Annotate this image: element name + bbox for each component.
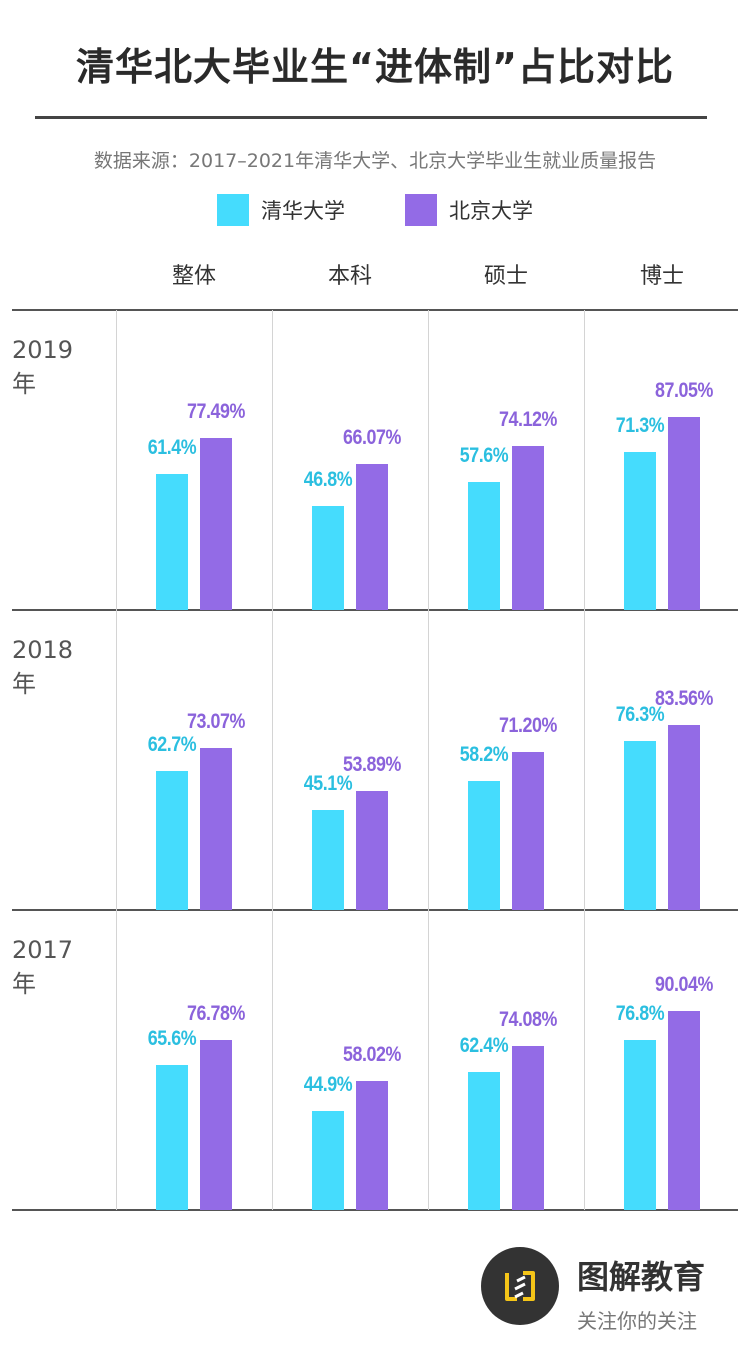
panel-baseline [12,1209,738,1211]
data-label: 74.08% [498,1007,557,1031]
bar-pku [668,724,700,910]
data-label: 74.12% [498,407,557,431]
bar-tsinghua [624,1039,656,1210]
bar-pku [668,1010,700,1210]
column-divider [428,910,429,1210]
bar-pku [200,748,232,910]
column-divider [428,610,429,910]
data-label: 76.78% [186,1001,245,1025]
data-label: 45.1% [303,772,353,796]
column-divider [584,610,585,910]
data-label: 46.8% [303,468,353,492]
bar-pku [356,1081,388,1210]
data-label: 76.3% [615,702,665,726]
legend-item-tsinghua: 清华大学 [217,194,345,226]
title-divider [35,116,707,119]
column-divider [272,610,273,910]
bar-pku [356,790,388,910]
column-divider [116,910,117,1210]
logo-icon [505,1271,535,1301]
brand-name: 图解教育 [577,1258,706,1296]
data-label: 61.4% [147,435,197,459]
column-divider [116,310,117,610]
column-header: 本科 [327,264,372,289]
column-header: 博士 [639,264,684,289]
data-label: 71.3% [615,414,665,438]
data-label: 53.89% [342,752,401,776]
panel-baseline [12,909,738,911]
bar-pku [668,417,700,610]
data-label: 57.6% [459,444,509,468]
bar-tsinghua [624,740,656,910]
column-divider [584,910,585,1210]
column-divider [584,310,585,610]
data-label: 87.05% [654,379,713,403]
panel-year-label: 2017年 [12,936,74,998]
data-label: 90.04% [654,972,713,996]
bar-tsinghua [156,473,188,610]
bar-tsinghua [468,482,500,610]
bar-pku [512,445,544,610]
bar-tsinghua [468,781,500,910]
column-header: 整体 [171,264,216,289]
panel-year-label: 2018年 [12,636,74,698]
data-label: 58.02% [342,1043,401,1067]
column-divider [272,310,273,610]
data-label: 83.56% [654,686,713,710]
bar-tsinghua [468,1071,500,1210]
legend-label: 清华大学 [261,199,345,223]
panel-year-label: 2019年 [12,336,74,398]
column-header: 硕士 [483,264,528,289]
bar-pku [200,438,232,610]
column-divider [428,310,429,610]
column-divider [116,610,117,910]
brand-slogan: 关注你的关注 [577,1309,697,1333]
data-label: 65.6% [147,1026,197,1050]
data-label: 73.07% [186,710,245,734]
legend-swatch-pku [405,194,437,226]
column-divider [272,910,273,1210]
bar-pku [200,1039,232,1210]
brand-logo [481,1247,559,1325]
data-label: 66.07% [342,425,401,449]
bar-tsinghua [156,771,188,910]
data-label: 62.4% [459,1033,509,1057]
data-label: 44.9% [303,1072,353,1096]
data-label: 62.7% [147,733,197,757]
panel-baseline [12,609,738,611]
legend-label: 北京大学 [449,199,533,223]
data-label: 76.8% [615,1001,665,1025]
chart-title: 清华北大毕业生“进体制”占比对比 [76,45,674,89]
bar-tsinghua [156,1064,188,1210]
bar-tsinghua [624,452,656,610]
bar-tsinghua [312,506,344,610]
data-label: 77.49% [186,400,245,424]
bar-tsinghua [312,810,344,910]
data-source: 数据来源：2017–2021年清华大学、北京大学毕业生就业质量报告 [93,150,657,172]
data-label: 58.2% [459,743,509,767]
legend-swatch-tsinghua [217,194,249,226]
bar-tsinghua [312,1110,344,1210]
bar-pku [356,463,388,610]
bar-pku [512,752,544,910]
legend-item-pku: 北京大学 [405,194,533,226]
legend: 清华大学 北京大学 [0,194,750,226]
bar-pku [512,1045,544,1210]
data-label: 71.20% [498,714,557,738]
axis-line [12,309,738,311]
